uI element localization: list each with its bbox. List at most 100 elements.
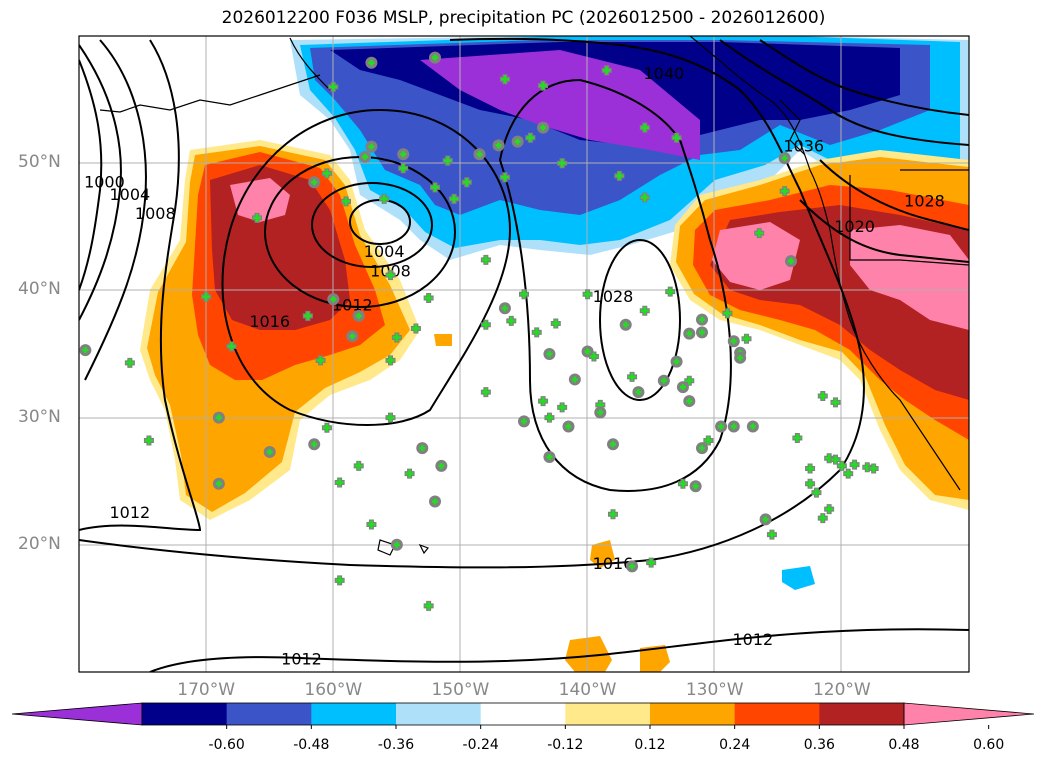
obs-plus-marker [647, 558, 656, 567]
obs-plus-marker [399, 164, 408, 173]
precip-patch-south [565, 636, 612, 672]
obs-plus-marker [443, 156, 452, 165]
obs-plus-marker [431, 183, 439, 192]
chart-title: 2026012200 F036 MSLP, precipitation PC (… [221, 8, 826, 28]
obs-plus-marker [367, 520, 376, 529]
obs-plus-marker [539, 397, 548, 406]
obs-plus-marker [335, 576, 344, 585]
colorbar-tick-label: -0.48 [293, 737, 330, 753]
obs-plus-marker [640, 123, 649, 132]
obs-plus-marker [405, 469, 414, 478]
obs-plus-marker [322, 423, 331, 432]
obs-plus-marker [329, 82, 338, 91]
obs-plus-marker [532, 328, 541, 337]
obs-plus-marker [386, 356, 395, 365]
colorbar-segment [819, 703, 905, 725]
isobar-ne-2 [759, 39, 969, 116]
obs-plus-marker [526, 133, 535, 142]
obs-circle-cross [730, 423, 737, 430]
obs-plus-marker [812, 488, 821, 497]
obs-plus-marker [806, 479, 815, 488]
isobar-label: 1008 [135, 204, 176, 223]
obs-circle-cross [584, 348, 591, 355]
colorbar-segment [142, 703, 228, 725]
isobar-1000-west [79, 59, 103, 291]
obs-plus-marker [640, 193, 649, 202]
obs-circle-cross [432, 498, 438, 505]
obs-circle-cross [699, 329, 705, 336]
obs-plus-marker [780, 187, 789, 196]
obs-circle-cross [699, 445, 705, 452]
obs-circle-cross [400, 151, 407, 158]
precip-patch-mid [590, 540, 615, 568]
obs-plus-marker [818, 391, 827, 400]
obs-circle-cross [514, 138, 521, 145]
lat-label: 30°N [18, 406, 61, 427]
obs-plus-marker [628, 372, 637, 381]
obs-circle-cross [788, 258, 794, 265]
obs-plus-marker [386, 413, 395, 422]
obs-plus-marker [303, 311, 312, 320]
obs-circle-cross [349, 333, 356, 340]
obs-plus-marker [380, 194, 389, 203]
obs-circle-cross [546, 454, 553, 461]
isobar-label: 1020 [834, 217, 875, 236]
colorbar-tick-label: 0.12 [634, 737, 666, 753]
lat-label: 40°N [18, 279, 61, 300]
obs-circle-cross [597, 409, 604, 416]
isobar-1008-low [311, 182, 433, 268]
obs-plus-marker [450, 194, 459, 203]
isobar-labels: 1000100410081004100810121016102810121016… [84, 64, 945, 668]
obs-plus-marker [672, 133, 681, 142]
isobar-1028-high [599, 239, 681, 401]
obs-plus-marker [500, 75, 509, 84]
isobar-1020-main [498, 78, 732, 492]
obs-circle-cross [82, 347, 89, 354]
obs-plus-marker [481, 388, 490, 397]
isobar-label: 1012 [281, 649, 322, 668]
obs-plus-marker [640, 306, 649, 315]
obs-circle-cross [737, 354, 744, 361]
obs-circle-cross [393, 541, 400, 548]
obs-plus-marker [424, 601, 433, 610]
obs-circle-cross [686, 398, 693, 405]
obs-plus-marker [558, 403, 567, 412]
isobar-1004-west [79, 44, 122, 321]
isobar-label: 1028 [593, 287, 634, 306]
isobar-label: 1004 [364, 242, 405, 261]
obs-plus-marker [869, 464, 878, 473]
obs-circle-cross [686, 330, 693, 337]
obs-plus-marker [392, 333, 401, 342]
colorbar-tick-label: -0.36 [377, 737, 415, 753]
isobar-label: 1004 [109, 185, 150, 204]
obs-plus-marker [806, 464, 815, 473]
obs-circle-cross [476, 151, 483, 158]
obs-plus-marker [520, 290, 528, 299]
coastlines [99, 36, 969, 556]
isobar-label: 1016 [249, 312, 290, 331]
colorbar-extend-high [903, 702, 1035, 726]
lon-label: 160°W [304, 680, 363, 700]
colorbar-segment [226, 703, 312, 725]
obs-circle-cross [495, 142, 502, 149]
obs-circle-cross [571, 376, 578, 383]
obs-circle-cross [660, 377, 667, 384]
obs-plus-marker [500, 173, 509, 182]
obs-plus-marker [825, 505, 834, 514]
obs-circle-cross [565, 423, 572, 430]
map-frame [78, 35, 970, 673]
obs-circle-cross [368, 59, 375, 66]
obs-plus-marker [755, 229, 764, 238]
obs-circle-cross [215, 414, 222, 421]
obs-plus-marker [767, 530, 776, 539]
colorbar-segment [396, 703, 482, 725]
colorbar-segment [734, 703, 820, 725]
colorbar-tick-label: -0.24 [462, 737, 499, 753]
obs-circle-cross [718, 423, 725, 430]
isobar-ne-4 [799, 199, 969, 263]
obs-plus-marker [666, 287, 675, 296]
obs-plus-marker [424, 294, 433, 303]
obs-circle-cross [419, 445, 426, 452]
precip-patch-blue [782, 566, 815, 590]
colorbar [11, 702, 1035, 729]
